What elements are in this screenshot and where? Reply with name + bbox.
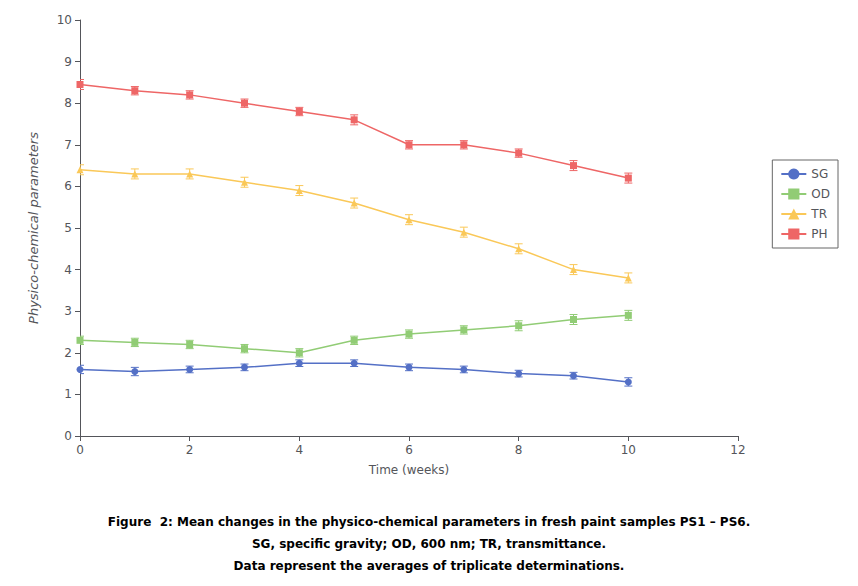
svg-text:2: 2	[186, 443, 194, 457]
svg-text:7: 7	[64, 138, 72, 152]
svg-text:Figure 2: Mean changes in the: Figure 2: Mean changes in the physico-ch…	[108, 515, 750, 529]
svg-text:8: 8	[515, 443, 523, 457]
svg-text:3: 3	[64, 304, 72, 318]
svg-text:8: 8	[64, 96, 72, 110]
svg-text:4: 4	[296, 443, 304, 457]
svg-text:0: 0	[76, 443, 84, 457]
svg-text:Physico-chemical parameters: Physico-chemical parameters	[26, 132, 41, 324]
svg-text:10: 10	[57, 13, 72, 27]
svg-text:12: 12	[730, 443, 745, 457]
svg-text:Data represent the averages of: Data represent the averages of triplicat…	[234, 559, 625, 573]
svg-text:9: 9	[64, 55, 72, 69]
svg-text:6: 6	[405, 443, 413, 457]
svg-text:PH: PH	[811, 227, 827, 241]
svg-text:6: 6	[64, 179, 72, 193]
svg-text:2: 2	[64, 346, 72, 360]
svg-text:Time (weeks): Time (weeks)	[368, 463, 449, 477]
svg-text:5: 5	[64, 221, 72, 235]
svg-text:SG, specific gravity; OD, 600: SG, specific gravity; OD, 600 nm; TR, tr…	[252, 537, 606, 551]
svg-text:OD: OD	[811, 187, 830, 201]
svg-text:TR: TR	[810, 207, 827, 221]
svg-text:SG: SG	[811, 167, 828, 181]
svg-text:4: 4	[64, 263, 72, 277]
svg-text:0: 0	[64, 429, 72, 443]
svg-text:10: 10	[621, 443, 636, 457]
svg-text:1: 1	[64, 387, 72, 401]
